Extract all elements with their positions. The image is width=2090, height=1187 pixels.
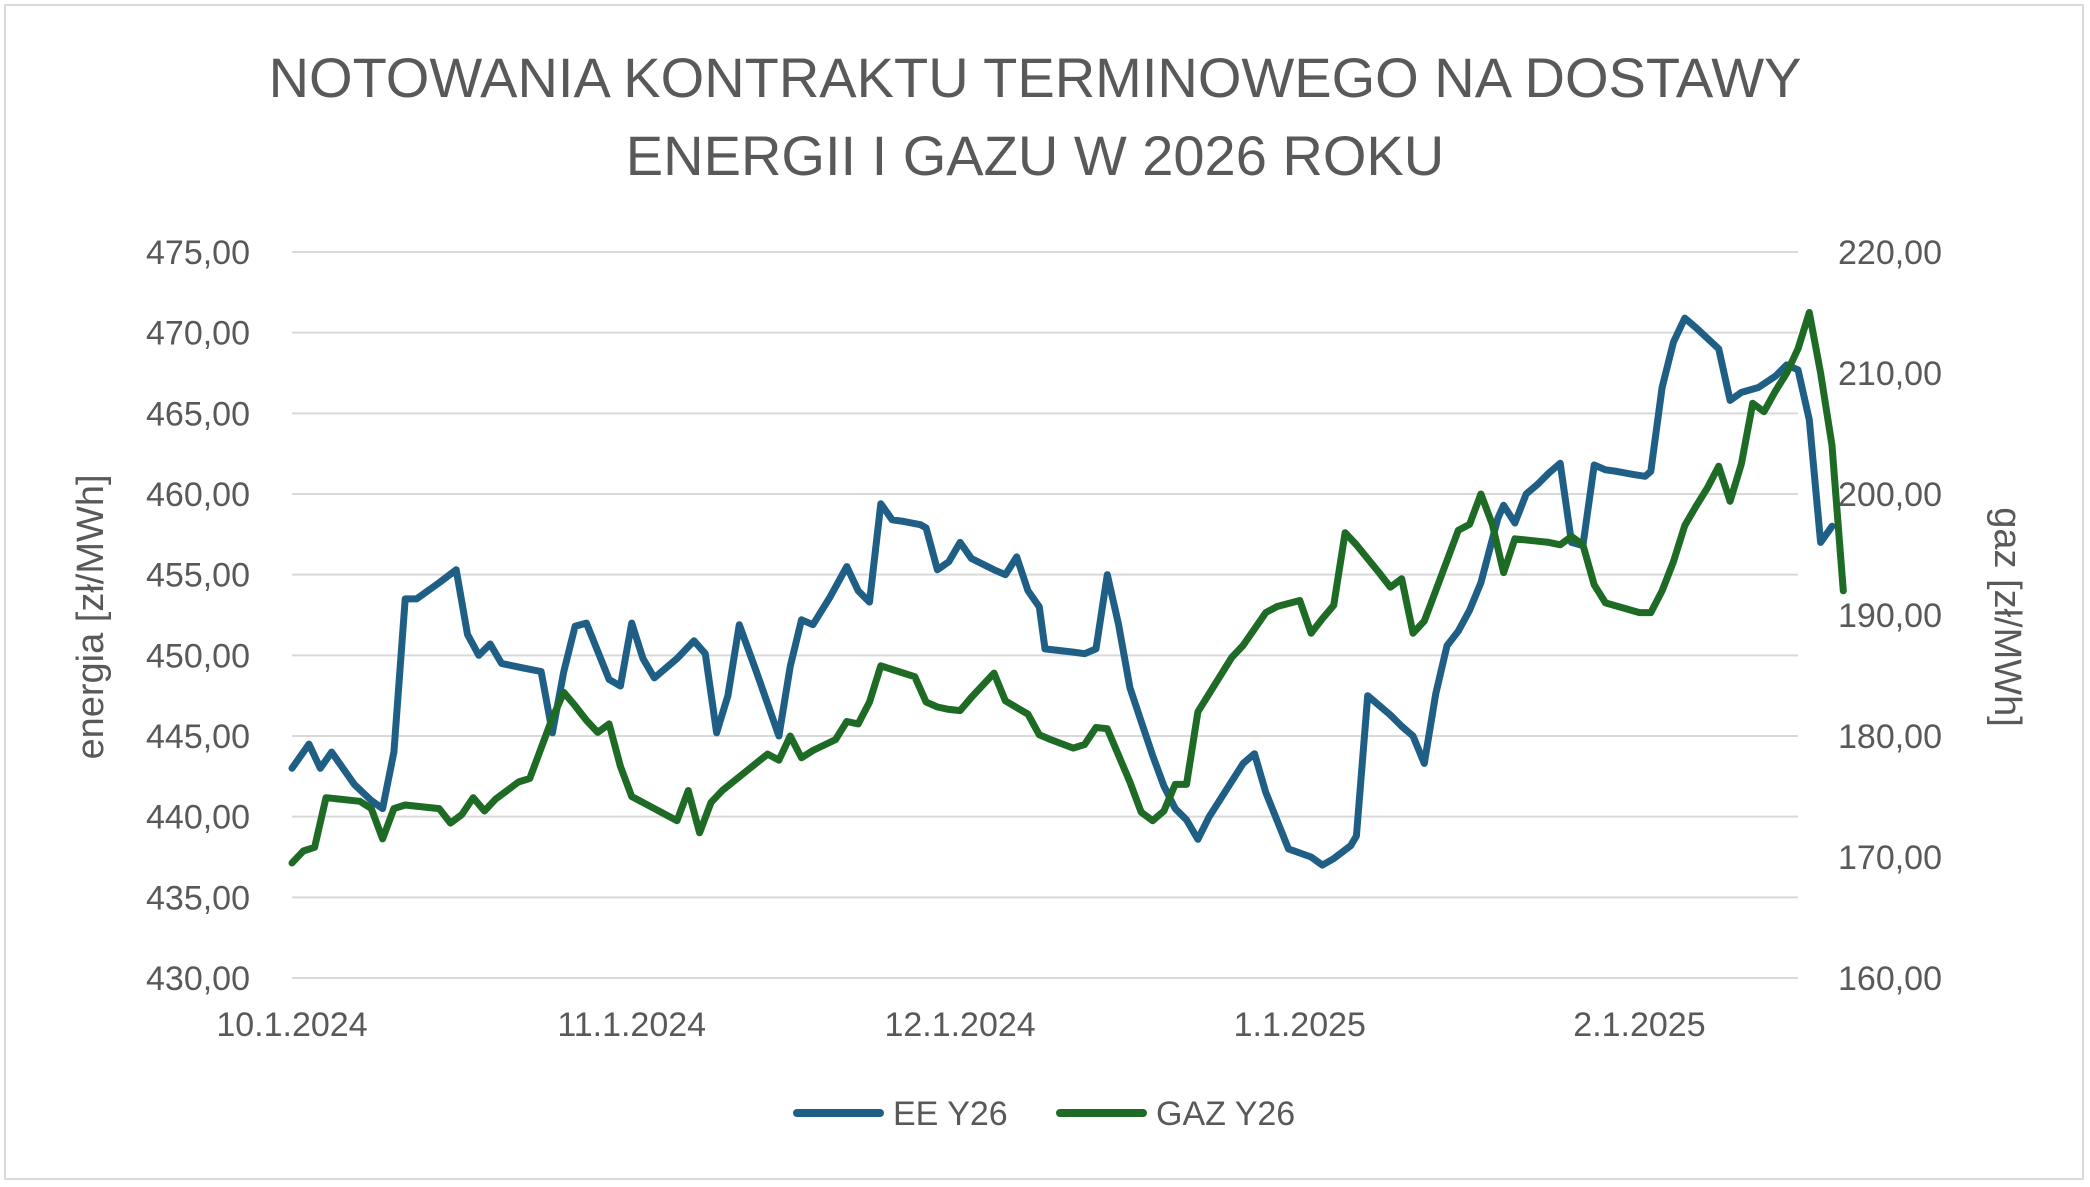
x-axis-ticks: 10.1.2024 11.1.2024 12.1.2024 1.1.2025 2.1.2… — [216, 1006, 1705, 1044]
y-right-tick-label: 180,00 — [1838, 718, 1942, 756]
legend-label-gaz: GAZ Y26 — [1156, 1095, 1295, 1133]
x-tick-label: 2.1.2025 — [1573, 1006, 1705, 1044]
legend-label-ee: EE Y26 — [893, 1095, 1008, 1133]
y-left-tick-label: 475,00 — [146, 234, 250, 272]
y-right-tick-label: 210,00 — [1838, 355, 1942, 393]
chart-frame — [4, 4, 2084, 1180]
y-axis-left-title: energia [zł/MWh] — [70, 474, 112, 759]
series-line-ee-y26 — [288, 314, 1836, 869]
legend[interactable]: EE Y26 GAZ Y26 — [793, 1095, 1295, 1133]
y-right-tick-label: 170,00 — [1838, 839, 1942, 877]
y-left-tick-label: 430,00 — [146, 960, 250, 998]
y-left-tick-label: 435,00 — [146, 879, 250, 917]
y-left-tick-label: 465,00 — [146, 395, 250, 433]
y-right-tick-label: 200,00 — [1838, 476, 1942, 514]
x-tick-label: 10.1.2024 — [216, 1006, 367, 1044]
y-axis-left-ticks: 430,00 435,00 440,00 445,00 450,00 455,00 460,… — [146, 234, 250, 998]
y-right-tick-label: 160,00 — [1838, 960, 1942, 998]
series-lines — [288, 309, 1847, 869]
y-left-tick-label: 460,00 — [146, 476, 250, 514]
y-left-tick-label: 455,00 — [146, 557, 250, 595]
x-tick-label: 11.1.2024 — [557, 1006, 706, 1044]
y-left-tick-label: 440,00 — [146, 799, 250, 837]
y-left-tick-label: 470,00 — [146, 315, 250, 353]
x-tick-label: 12.1.2024 — [884, 1006, 1035, 1044]
y-right-tick-label: 190,00 — [1838, 597, 1942, 635]
series-line-gaz-y26 — [288, 309, 1847, 867]
y-right-tick-label: 220,00 — [1838, 234, 1942, 272]
y-left-tick-label: 450,00 — [146, 637, 250, 675]
y-axis-right-title: gaz [zł/MWh] — [1986, 507, 2028, 727]
y-axis-right-ticks: 160,00 170,00 180,00 190,00 200,00 210,00 220,… — [1838, 234, 1942, 998]
chart-title-line-1: NOTOWANIA KONTRAKTU TERMINOWEGO NA DOSTA… — [269, 46, 1802, 109]
x-tick-label: 1.1.2025 — [1234, 1006, 1366, 1044]
chart-title-line-2: ENERGII I GAZU W 2026 ROKU — [626, 124, 1444, 187]
y-left-tick-label: 445,00 — [146, 718, 250, 756]
gridlines — [292, 251, 1798, 979]
